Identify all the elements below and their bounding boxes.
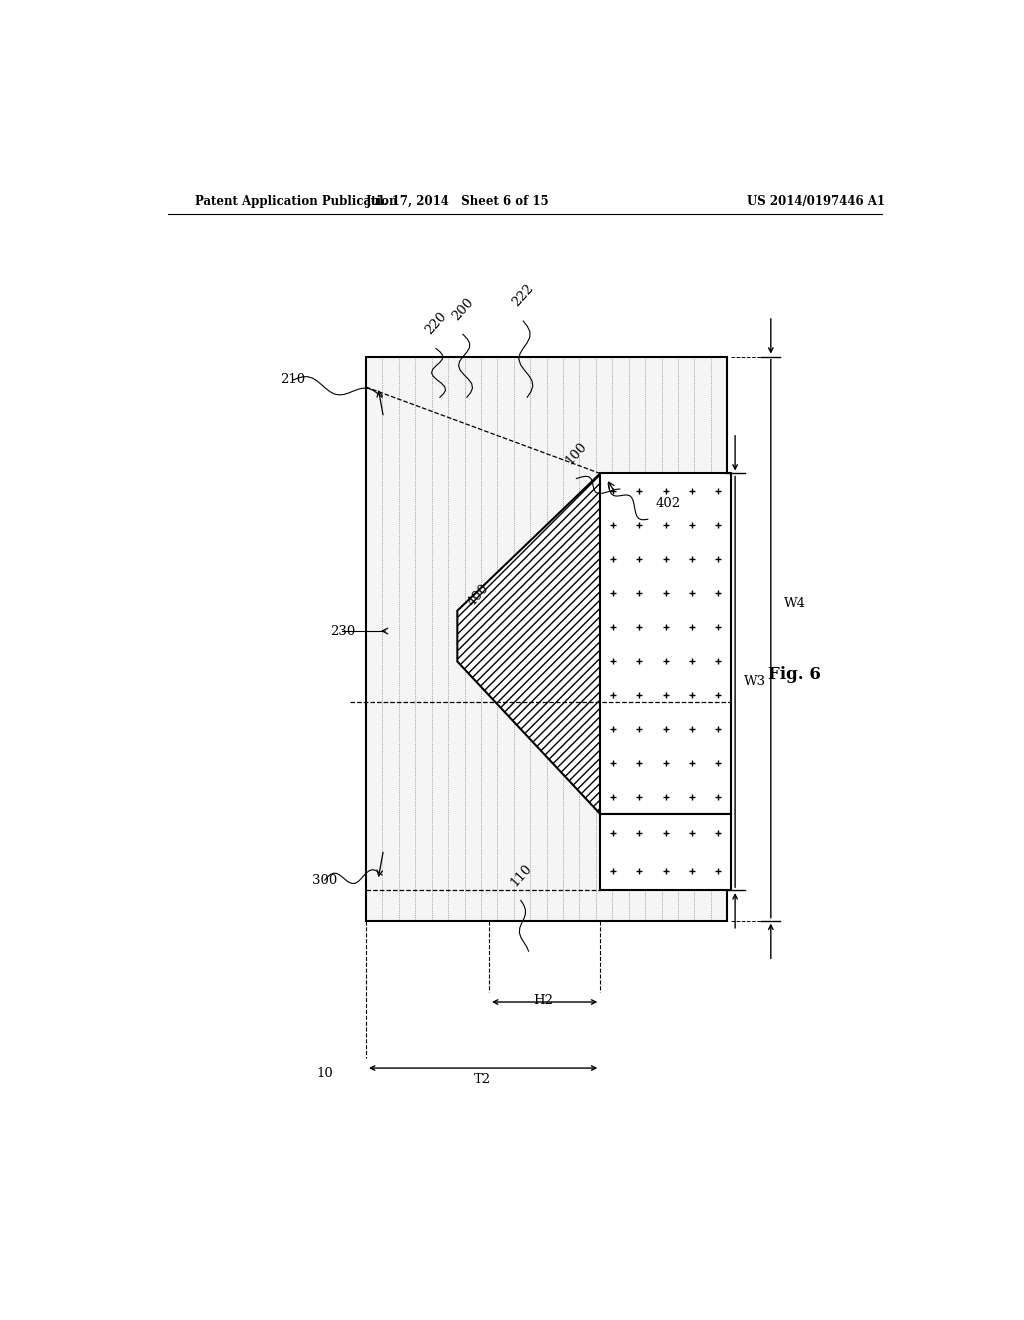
Text: 110: 110 [508,861,535,888]
Text: T2: T2 [474,1073,492,1086]
Bar [600,814,731,890]
Text: 210: 210 [281,374,305,387]
Bar [600,474,731,814]
Text: 300: 300 [312,874,338,887]
Text: US 2014/0197446 A1: US 2014/0197446 A1 [748,194,885,207]
Text: W4: W4 [783,597,806,610]
Text: 222: 222 [510,282,537,309]
Text: 402: 402 [655,498,681,511]
Bar [367,356,727,921]
Text: 10: 10 [316,1067,333,1080]
Text: Patent Application Publication: Patent Application Publication [196,194,398,207]
Polygon shape [458,474,600,814]
Text: W3: W3 [743,676,766,688]
Text: 400: 400 [466,582,492,609]
Text: 100: 100 [563,440,590,467]
Text: Fig. 6: Fig. 6 [768,665,821,682]
Text: Jul. 17, 2014   Sheet 6 of 15: Jul. 17, 2014 Sheet 6 of 15 [366,194,549,207]
Text: 230: 230 [330,624,355,638]
Text: 220: 220 [423,309,450,337]
Text: H2: H2 [534,994,553,1007]
Text: 200: 200 [450,296,476,322]
